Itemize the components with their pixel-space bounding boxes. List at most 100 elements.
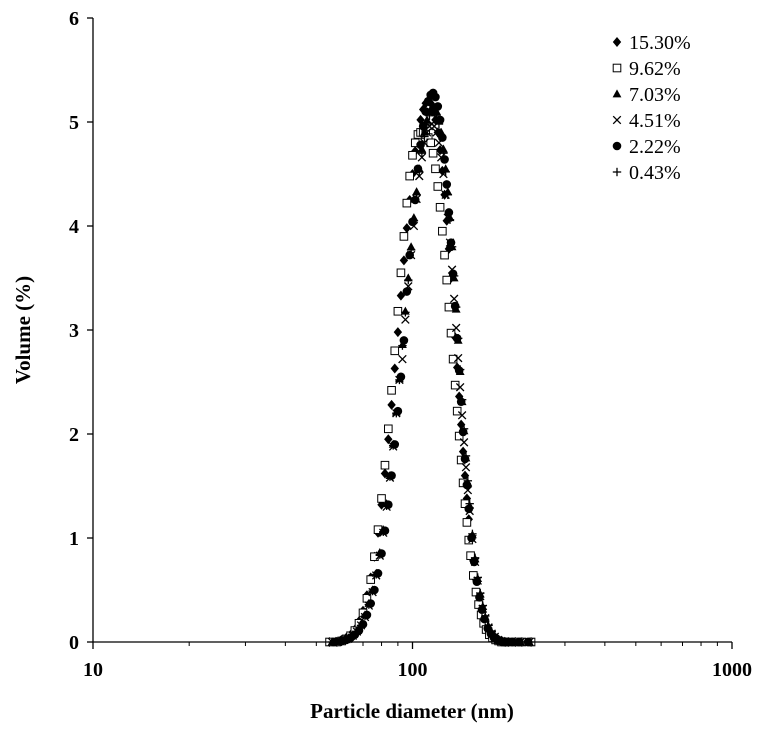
data-point [449,271,459,281]
legend-marker [612,141,622,151]
data-point [415,167,424,177]
data-point [433,182,443,191]
data-point [385,472,395,481]
axes: 0 1 2 3 4 5 6 10 100 1000 [69,8,752,681]
data-point [393,327,403,338]
y-tick-label: 4 [69,216,79,238]
data-point [384,424,393,434]
data-point [456,419,466,430]
legend-marker [612,89,622,98]
legend-label: 4.51% [629,110,681,132]
data-point [460,470,470,481]
data-point [401,308,410,317]
data-point [447,242,457,251]
data-point [456,397,466,407]
y-tick-label: 1 [69,528,79,550]
data-point [409,216,419,225]
x-stroke [398,354,407,364]
data-point [393,406,403,416]
data-point [472,577,482,586]
data-point [453,353,463,363]
data-point [390,363,399,374]
legend-marker [612,37,622,47]
data-point [399,336,409,345]
data-point [384,434,393,445]
data-point [392,409,401,418]
data-point [455,365,465,374]
legend-label: 0.43% [629,162,681,184]
data-point [362,610,372,620]
data-point [390,346,400,356]
data-point [404,275,413,285]
data-point [412,190,421,199]
legend-entry: 9.62% [612,58,681,80]
legend-marker [612,167,622,177]
data-point [377,549,386,558]
data-point [454,366,464,375]
legend-entry: 0.43% [612,162,681,184]
series-1 [325,128,536,647]
data-point [452,406,462,416]
data-point [439,149,448,158]
data-point [428,148,438,158]
data-point [449,294,459,304]
data-point [380,460,390,470]
data-point [438,133,447,142]
x-stroke [461,463,471,472]
data-point [420,132,429,141]
y-tick-label: 0 [69,632,79,654]
y-tick-label: 3 [69,320,79,342]
data-point [458,427,468,437]
data-point [444,208,454,217]
legend: 15.30% 9.62% 7.03% 4.51% 2.22% 0.43% [612,32,691,184]
legend-marker [612,115,622,125]
data-point [366,575,376,584]
x-stroke [459,438,469,447]
data-point [377,494,386,503]
data-point [463,476,473,485]
data-point [476,588,485,598]
data-point [335,636,344,646]
data-point [387,386,396,395]
data-point [477,605,487,615]
legend-label: 9.62% [629,58,681,80]
data-point [440,250,449,260]
data-point [481,611,490,621]
data-point [356,621,366,630]
data-point [480,614,489,624]
data-point [405,250,414,260]
data-point [465,499,474,508]
data-point [399,255,409,266]
data-point [435,115,445,125]
data-point [375,550,384,559]
data-point [467,533,476,543]
data-point [442,180,452,189]
data-point [484,621,493,630]
data-point [457,411,467,420]
data-point [405,171,414,181]
data-point [416,140,425,150]
data-point [455,382,465,392]
x-stroke [432,128,441,137]
series-3 [327,119,534,647]
data-point [426,138,435,148]
x-stroke [463,485,473,495]
data-point [420,127,429,136]
legend-label: 15.30% [629,32,691,54]
data-point [469,557,479,567]
data-point [421,107,431,116]
data-point [434,119,444,129]
data-point [366,599,376,608]
data-point [401,315,410,324]
legend-label: 2.22% [629,136,681,158]
data-point [478,601,488,610]
data-point [475,592,484,602]
data-point [464,504,474,514]
legend-entry: 7.03% [612,84,681,106]
data-point [448,269,458,279]
x-stroke [449,294,459,304]
data-point [395,375,404,385]
y-axis-title: Volume (%) [11,276,35,384]
x-stroke [457,411,467,420]
